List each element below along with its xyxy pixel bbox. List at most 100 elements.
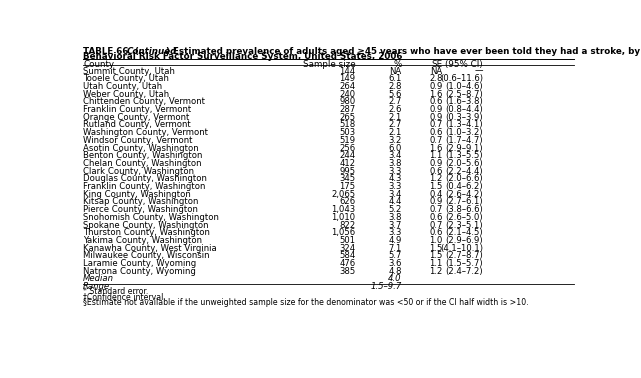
Text: 0.9: 0.9 [429,113,443,122]
Text: 3.8: 3.8 [388,159,402,168]
Text: §Estimate not available if the unweighted sample size for the denominator was <5: §Estimate not available if the unweighte… [83,298,529,307]
Text: 3.4: 3.4 [388,151,402,160]
Text: 0.7: 0.7 [429,136,443,145]
Text: 1.0: 1.0 [429,236,443,245]
Text: (1.3–5.5): (1.3–5.5) [445,151,483,160]
Text: 1,010: 1,010 [331,213,355,222]
Text: 0.6: 0.6 [429,128,443,137]
Text: (1.0–4.6): (1.0–4.6) [445,82,483,91]
Text: 6.0: 6.0 [388,144,402,153]
Text: 626: 626 [339,197,355,206]
Text: NA: NA [390,67,402,76]
Text: King County, Washington: King County, Washington [83,190,191,199]
Text: (2.9–6.9): (2.9–6.9) [445,236,483,245]
Text: Orange County, Vermont: Orange County, Vermont [83,113,190,122]
Text: (1.5–5.7): (1.5–5.7) [445,259,483,268]
Text: 3.2: 3.2 [388,136,402,145]
Text: 2.1: 2.1 [388,128,402,137]
Text: 0.9: 0.9 [429,82,443,91]
Text: (1.3–4.1): (1.3–4.1) [445,121,483,129]
Text: Summit County, Utah: Summit County, Utah [83,67,175,76]
Text: 584: 584 [339,251,355,260]
Text: TABLE 66. (: TABLE 66. ( [83,46,139,56]
Text: 1,043: 1,043 [331,205,355,214]
Text: (2.6–4.2): (2.6–4.2) [445,190,483,199]
Text: Chittenden County, Vermont: Chittenden County, Vermont [83,97,205,106]
Text: (1.7–4.7): (1.7–4.7) [445,136,483,145]
Text: (2.2–4.4): (2.2–4.4) [445,167,483,176]
Text: 264: 264 [339,82,355,91]
Text: 3.3: 3.3 [388,167,402,176]
Text: 503: 503 [339,128,355,137]
Text: Pierce County, Washington: Pierce County, Washington [83,205,198,214]
Text: (0.6–11.6): (0.6–11.6) [440,74,483,83]
Text: 1,056: 1,056 [331,228,355,237]
Text: Tooele County, Utah: Tooele County, Utah [83,74,169,83]
Text: 501: 501 [339,236,355,245]
Text: 1.2: 1.2 [429,267,443,276]
Text: 1.5–9.7: 1.5–9.7 [370,282,402,291]
Text: Range: Range [83,282,110,291]
Text: Clark County, Washington: Clark County, Washington [83,167,194,176]
Text: 995: 995 [339,167,355,176]
Text: 1.6: 1.6 [429,90,443,99]
Text: (2.0–5.6): (2.0–5.6) [445,159,483,168]
Text: Kanawha County, West Virginia: Kanawha County, West Virginia [83,244,217,253]
Text: Continued: Continued [126,46,177,56]
Text: 1.5: 1.5 [429,251,443,260]
Text: (0.4–6.2): (0.4–6.2) [445,182,483,191]
Text: 0.4: 0.4 [429,190,443,199]
Text: Washington County, Vermont: Washington County, Vermont [83,128,208,137]
Text: 3.3: 3.3 [388,228,402,237]
Text: 4.3: 4.3 [388,174,402,183]
Text: 4.8: 4.8 [388,267,402,276]
Text: Asotin County, Washington: Asotin County, Washington [83,144,199,153]
Text: 0.7: 0.7 [429,220,443,229]
Text: 287: 287 [339,105,355,114]
Text: Natrona County, Wyoming: Natrona County, Wyoming [83,267,196,276]
Text: 2.7: 2.7 [388,121,402,129]
Text: 4.9: 4.9 [388,236,402,245]
Text: Douglas County, Washington: Douglas County, Washington [83,174,207,183]
Text: 3.4: 3.4 [388,190,402,199]
Text: 1.5: 1.5 [429,182,443,191]
Text: 2,065: 2,065 [331,190,355,199]
Text: (1.0–3.2): (1.0–3.2) [445,128,483,137]
Text: 1.5: 1.5 [429,244,443,253]
Text: ) Estimated prevalence of adults aged ≥45 years who have ever been told they had: ) Estimated prevalence of adults aged ≥4… [165,46,641,56]
Text: * Standard error.: * Standard error. [83,287,149,296]
Text: 0.6: 0.6 [429,97,443,106]
Text: Thurston County, Washington: Thurston County, Washington [83,228,210,237]
Text: —: — [474,67,483,76]
Text: 4.4: 4.4 [388,197,402,206]
Text: (2.9–9.1): (2.9–9.1) [445,144,483,153]
Text: (0.3–3.9): (0.3–3.9) [445,113,483,122]
Text: Kitsap County, Washington: Kitsap County, Washington [83,197,199,206]
Text: Median: Median [83,274,114,284]
Text: 2.6: 2.6 [388,105,402,114]
Text: (4.1–10.1): (4.1–10.1) [440,244,483,253]
Text: 1.6: 1.6 [429,144,443,153]
Text: (3.8–6.6): (3.8–6.6) [445,205,483,214]
Text: 385: 385 [339,267,355,276]
Text: 2.7: 2.7 [388,97,402,106]
Text: 2.1: 2.1 [388,113,402,122]
Text: 3.8: 3.8 [388,213,402,222]
Text: County: County [83,60,114,69]
Text: Spokane County, Washington: Spokane County, Washington [83,220,209,229]
Text: Weber County, Utah: Weber County, Utah [83,90,169,99]
Text: %: % [394,60,402,69]
Text: Utah County, Utah: Utah County, Utah [83,82,162,91]
Text: 256: 256 [339,144,355,153]
Text: 1.1: 1.1 [429,151,443,160]
Text: 0.7: 0.7 [429,121,443,129]
Text: 519: 519 [339,136,355,145]
Text: (0.8–4.4): (0.8–4.4) [445,105,483,114]
Text: 1.2: 1.2 [429,174,443,183]
Text: 412: 412 [339,159,355,168]
Text: 5.2: 5.2 [388,205,402,214]
Text: (95% CI): (95% CI) [445,60,483,69]
Text: (2.7–6.1): (2.7–6.1) [445,197,483,206]
Text: (2.1–4.5): (2.1–4.5) [445,228,483,237]
Text: 3.7: 3.7 [388,220,402,229]
